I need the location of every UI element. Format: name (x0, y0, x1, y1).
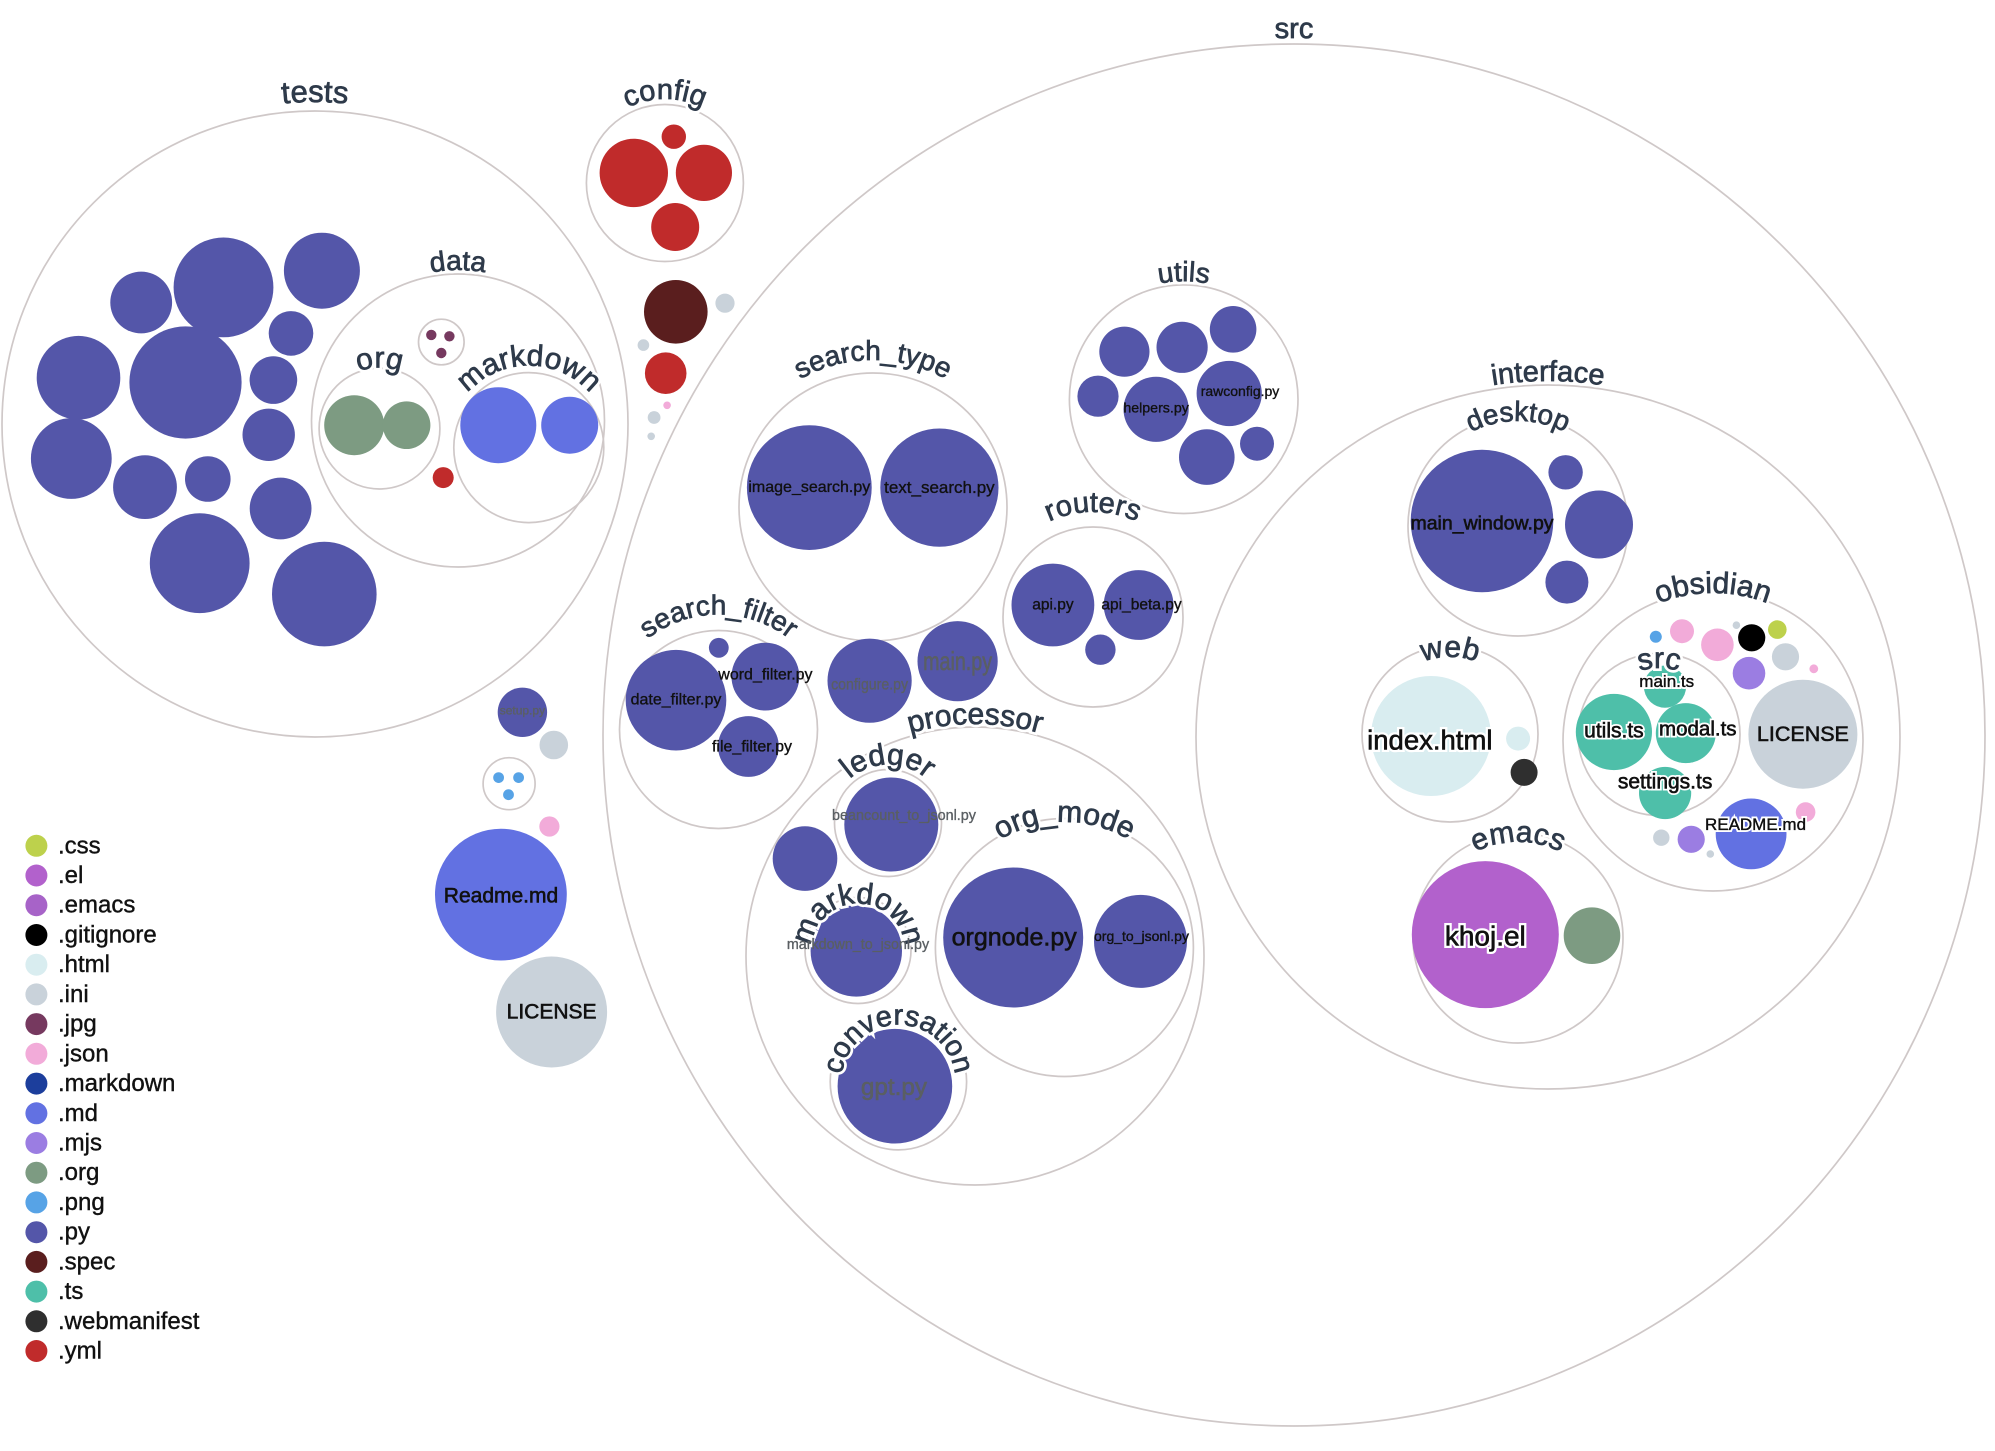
svg-text:text_search.py: text_search.py (884, 478, 995, 497)
svg-text:khoj.el: khoj.el (1445, 921, 1526, 952)
svg-text:.ts: .ts (58, 1278, 83, 1305)
svg-text:index.html: index.html (1367, 725, 1492, 756)
svg-text:web: web (1416, 631, 1483, 668)
svg-text:obsidian: obsidian (1650, 567, 1776, 610)
svg-text:interface: interface (1489, 356, 1607, 392)
svg-text:khoj.el: khoj.el (1445, 921, 1526, 952)
svg-text:src: src (1274, 13, 1313, 45)
svg-text:data: data (428, 245, 489, 278)
svg-text:markdown_to_jsonl.py: markdown_to_jsonl.py (787, 937, 930, 953)
svg-text:api_beta.py: api_beta.py (1101, 597, 1181, 614)
svg-text:.md: .md (58, 1100, 98, 1127)
svg-text:.py: .py (58, 1219, 90, 1246)
svg-text:LICENSE: LICENSE (507, 1001, 597, 1024)
svg-text:processor: processor (904, 698, 1047, 740)
svg-text:emacs: emacs (1466, 816, 1571, 859)
svg-text:search_type: search_type (789, 335, 958, 385)
svg-text:modal.ts: modal.ts (1659, 718, 1736, 741)
svg-text:api.py: api.py (1032, 597, 1074, 614)
svg-text:.ini: .ini (58, 981, 89, 1008)
svg-text:data: data (428, 245, 489, 278)
svg-text:README.md: README.md (1705, 815, 1806, 834)
svg-text:gpt.py: gpt.py (861, 1074, 928, 1101)
svg-text:.jpg: .jpg (58, 1011, 97, 1038)
svg-text:.emacs: .emacs (58, 892, 135, 919)
svg-text:org: org (353, 342, 407, 378)
svg-text:.spec: .spec (58, 1248, 115, 1275)
svg-text:tests: tests (280, 74, 350, 111)
svg-text:README.md: README.md (1705, 815, 1806, 834)
svg-text:Readme.md: Readme.md (444, 885, 558, 908)
svg-text:interface: interface (1489, 356, 1607, 392)
svg-text:.css: .css (58, 832, 101, 859)
svg-text:.html: .html (58, 951, 110, 978)
svg-text:modal.ts: modal.ts (1659, 718, 1736, 741)
svg-text:routers: routers (1040, 487, 1146, 528)
svg-text:desktop: desktop (1461, 396, 1575, 438)
svg-text:.yml: .yml (58, 1338, 102, 1365)
svg-text:utils: utils (1155, 256, 1212, 289)
svg-text:.mjs: .mjs (58, 1130, 102, 1157)
svg-text:main.ts: main.ts (1639, 672, 1694, 691)
svg-text:.gitignore: .gitignore (58, 922, 157, 949)
svg-text:date_filter.py: date_filter.py (631, 692, 722, 709)
svg-text:org_to_jsonl.py: org_to_jsonl.py (1094, 928, 1189, 944)
svg-text:src: src (1634, 642, 1683, 677)
svg-text:word_filter.py: word_filter.py (717, 667, 812, 684)
svg-text:markdown: markdown (450, 339, 608, 398)
svg-text:utils: utils (1155, 256, 1212, 289)
svg-text:.png: .png (58, 1189, 105, 1216)
svg-text:.el: .el (58, 862, 83, 889)
svg-text:helpers.py: helpers.py (1123, 400, 1189, 416)
svg-text:org_mode: org_mode (988, 796, 1141, 846)
svg-text:utils.ts: utils.ts (1584, 720, 1644, 743)
svg-text:main.ts: main.ts (1639, 672, 1694, 691)
svg-text:LICENSE: LICENSE (1757, 722, 1849, 746)
svg-text:utils.ts: utils.ts (1584, 720, 1644, 743)
svg-text:web: web (1416, 631, 1483, 668)
svg-text:search_filter: search_filter (633, 589, 804, 643)
svg-text:src: src (1634, 642, 1683, 677)
svg-text:configure.py: configure.py (831, 677, 908, 694)
svg-text:image_search.py: image_search.py (748, 479, 870, 496)
svg-text:.webmanifest: .webmanifest (58, 1308, 200, 1335)
svg-text:main_window.py: main_window.py (1410, 512, 1553, 534)
svg-text:.markdown: .markdown (58, 1070, 175, 1097)
svg-text:org: org (353, 342, 407, 378)
svg-text:settings.ts: settings.ts (1618, 771, 1713, 794)
svg-text:rawconfig.py: rawconfig.py (1201, 383, 1280, 399)
svg-text:file_filter.py: file_filter.py (712, 739, 792, 756)
svg-text:settings.ts: settings.ts (1618, 771, 1713, 794)
svg-text:index.html: index.html (1367, 725, 1492, 756)
svg-text:main.py: main.py (923, 646, 992, 676)
svg-text:src: src (1274, 13, 1313, 45)
svg-text:config: config (618, 74, 711, 114)
svg-text:setup.py: setup.py (500, 704, 545, 718)
svg-text:orgnode.py: orgnode.py (952, 924, 1078, 952)
svg-text:.org: .org (58, 1159, 99, 1186)
svg-text:.json: .json (58, 1040, 109, 1067)
svg-text:beancount_to_jsonl.py: beancount_to_jsonl.py (832, 808, 977, 824)
